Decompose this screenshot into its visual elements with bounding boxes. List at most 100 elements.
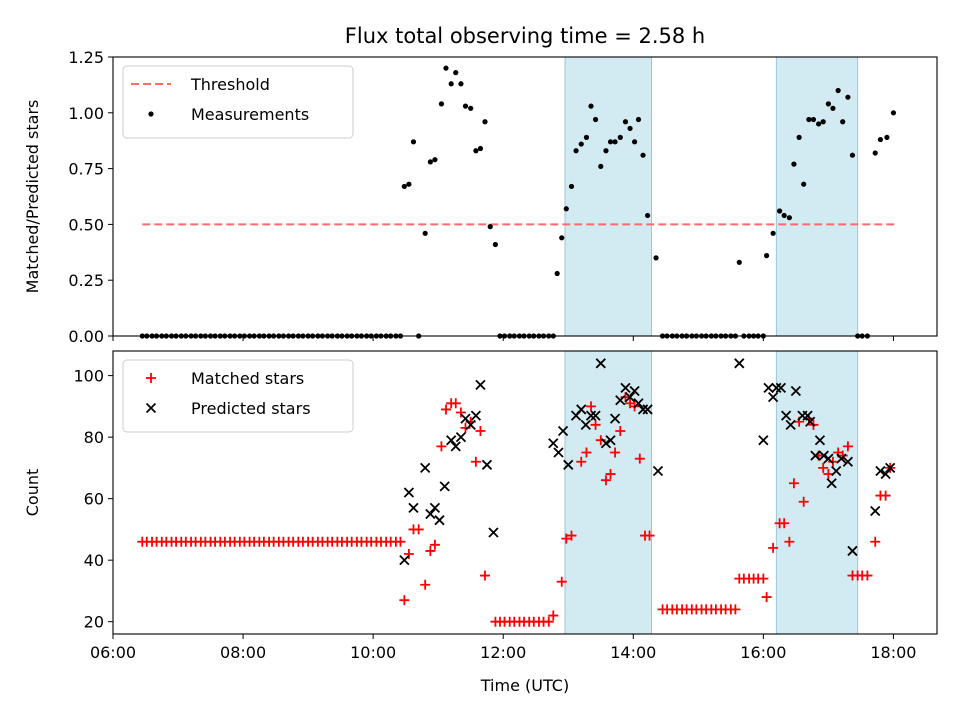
predicted-stars-point <box>767 392 779 403</box>
predicted-stars-point <box>609 413 621 424</box>
predicted-stars-point <box>652 465 664 477</box>
matched-stars-point <box>581 447 592 458</box>
measurement-point <box>462 103 469 109</box>
measurement-point <box>640 152 646 158</box>
matched-stars-point <box>758 573 769 584</box>
matched-stars-point <box>788 478 799 489</box>
measurement-point <box>627 125 633 132</box>
measurement-point <box>884 134 890 140</box>
axes-frame <box>112 56 938 337</box>
chart-title: Flux total observing time = 2.58 h <box>345 24 705 48</box>
matched-stars-point <box>420 579 431 590</box>
matched-stars-point <box>590 419 601 430</box>
matched-stars-point <box>556 576 567 587</box>
measurement-point <box>617 134 623 140</box>
legend-measurement-swatch <box>148 111 154 117</box>
measurement-point <box>401 183 407 190</box>
matched-stars-point <box>480 570 491 581</box>
measurement-point <box>781 212 787 219</box>
measurement-point <box>422 230 428 236</box>
legend-predicted-swatch <box>145 402 157 414</box>
matched-stars-point <box>561 533 572 544</box>
y-axis-label: Matched/Predicted stars <box>23 100 42 294</box>
predicted-stars-point <box>425 508 436 520</box>
predicted-stars-point <box>785 419 796 430</box>
predicted-stars-point <box>637 404 649 415</box>
measurement-point <box>770 230 776 236</box>
matched-stars-point <box>395 536 406 547</box>
measurement-point <box>563 206 569 212</box>
measurement-point <box>644 212 651 219</box>
legend-label: Matched stars <box>191 369 304 388</box>
x-tick-label: 16:00 <box>740 643 786 662</box>
measurement-point <box>573 148 579 154</box>
predicted-stars-point <box>408 502 419 514</box>
matched-stars-point <box>403 549 414 560</box>
predicted-stars-point <box>446 435 457 446</box>
predicted-stars-point <box>758 435 769 446</box>
matched-stars-point <box>862 570 873 581</box>
bottom-panel-counts: 20 40 60 80 100 06:00 08:00 10:00 12:00 14:00 16:0… <box>23 350 938 662</box>
predicted-stars-point <box>403 487 415 498</box>
matched-stars-point <box>798 496 809 507</box>
measurement-point <box>432 157 438 163</box>
measurement-point <box>622 119 629 125</box>
measurement-point <box>764 253 770 259</box>
predicted-stars-point <box>420 462 431 474</box>
predicted-stars-point <box>399 555 410 566</box>
predicted-stars-point <box>734 358 745 369</box>
measurement-point <box>830 105 836 111</box>
predicted-stars-point <box>548 438 559 449</box>
measurement-point <box>825 101 831 107</box>
predicted-stars-point <box>585 410 597 421</box>
measurement-point <box>835 87 841 94</box>
measurement-point <box>631 139 638 145</box>
predicted-stars-point <box>439 481 450 492</box>
measurement-point <box>410 139 417 145</box>
predicted-stars-point <box>553 447 564 458</box>
legend-matched-swatch <box>146 373 156 383</box>
predicted-stars-point <box>802 410 813 421</box>
x-axis-label: Time (UTC) <box>480 676 569 695</box>
predicted-stars-point <box>847 545 858 557</box>
predicted-stars-point <box>470 410 482 421</box>
measurement-point <box>487 224 493 230</box>
predicted-stars-point <box>842 456 854 467</box>
predicted-stars-point <box>434 515 445 526</box>
predicted-stars-point <box>790 385 802 397</box>
measurement-point <box>607 139 614 145</box>
predicted-stars-point <box>633 398 644 409</box>
measurement-point <box>427 159 433 165</box>
predicted-stars-point <box>488 527 499 538</box>
predicted-stars-point <box>826 478 837 489</box>
measurement-point <box>635 116 642 123</box>
axes-frame <box>112 350 938 635</box>
predicted-stars-point <box>563 459 574 470</box>
legend-box <box>122 359 354 433</box>
measurement-point <box>796 134 802 140</box>
measurement-point <box>820 119 826 125</box>
measurement-point <box>438 101 445 107</box>
predicted-stars-point <box>615 395 626 406</box>
measurement-point <box>458 81 464 87</box>
predicted-stars-point <box>823 453 834 464</box>
matched-stars-point <box>586 401 597 412</box>
measurement-point <box>448 81 454 87</box>
y-tick-label: 20 <box>84 613 104 632</box>
matched-stars-point <box>450 398 461 409</box>
y-tick-label: 40 <box>84 551 104 570</box>
predicted-stars-point <box>455 431 467 443</box>
predicted-stars-point <box>576 404 587 415</box>
predicted-stars-point <box>481 459 493 470</box>
matched-stars-point <box>470 456 481 467</box>
measurement-point <box>791 161 797 167</box>
predicted-stars-point <box>810 450 821 461</box>
predicted-stars-point <box>465 419 476 430</box>
measurement-point <box>559 235 565 241</box>
y-tick-label: 1.00 <box>68 104 104 123</box>
y-tick-label: 0.25 <box>68 271 104 290</box>
predicted-stars-point <box>642 404 653 415</box>
matched-stars-point <box>634 453 645 464</box>
measurement-point <box>477 145 484 152</box>
